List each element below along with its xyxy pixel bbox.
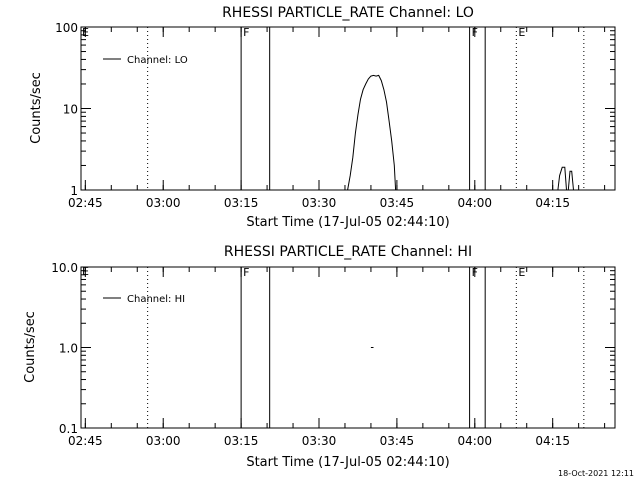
chart-panel-lo: RHESSI PARTICLE_RATE Channel: LO Counts/… bbox=[29, 5, 616, 230]
y-tick-label: 10.0 bbox=[51, 261, 78, 275]
legend-label: Channel: HI bbox=[127, 294, 185, 305]
plot-frame bbox=[80, 266, 616, 429]
chart-panel-hi: RHESSI PARTICLE_RATE Channel: HI Counts/… bbox=[23, 244, 616, 470]
x-tick-label: 04:15 bbox=[535, 434, 570, 448]
data-series-line bbox=[567, 170, 574, 191]
x-axis-label: Start Time (17-Jul-05 02:44:10) bbox=[246, 215, 449, 230]
x-tick-label: 04:00 bbox=[457, 196, 492, 210]
chart-title: RHESSI PARTICLE_RATE Channel: HI bbox=[224, 244, 472, 260]
marker-flag-label: F bbox=[243, 26, 249, 39]
x-tick-label: 02:45 bbox=[68, 434, 103, 448]
y-tick-label: 1 bbox=[70, 184, 78, 198]
footer-timestamp: 18-Oct-2021 12:11 bbox=[558, 469, 634, 478]
y-tick-label: 100 bbox=[55, 21, 78, 35]
marker-flag-label: F bbox=[472, 266, 478, 279]
marker-flag-label: E bbox=[518, 266, 525, 279]
x-tick-label: 04:15 bbox=[535, 196, 570, 210]
x-tick-label: 04:00 bbox=[457, 434, 492, 448]
y-tick-label: 10 bbox=[63, 103, 78, 117]
x-tick-label: 03:45 bbox=[380, 434, 415, 448]
x-tick-label: 03:15 bbox=[224, 196, 259, 210]
x-tick-label: 03:15 bbox=[224, 434, 259, 448]
marker-flag-label: F bbox=[472, 26, 478, 39]
x-axis-label: Start Time (17-Jul-05 02:44:10) bbox=[246, 455, 449, 470]
y-tick-label: 1.0 bbox=[59, 342, 78, 356]
x-tick-label: 03:00 bbox=[146, 196, 181, 210]
data-series-line bbox=[557, 166, 567, 191]
x-tick-label: 02:45 bbox=[68, 196, 103, 210]
marker-flag-label: F bbox=[243, 266, 249, 279]
legend-label: Channel: LO bbox=[127, 55, 188, 66]
data-series-line bbox=[347, 74, 397, 191]
y-axis-label: Counts/sec bbox=[23, 311, 38, 383]
x-tick-label: 03:30 bbox=[302, 196, 337, 210]
x-tick-label: 03:30 bbox=[302, 434, 337, 448]
chart-title: RHESSI PARTICLE_RATE Channel: LO bbox=[222, 5, 474, 21]
x-tick-label: 03:00 bbox=[146, 434, 181, 448]
y-axis-label: Counts/sec bbox=[29, 72, 44, 144]
y-tick-label: 0.1 bbox=[59, 422, 78, 436]
x-tick-label: 03:45 bbox=[380, 196, 415, 210]
marker-flag-label: E bbox=[518, 26, 525, 39]
plot-frame bbox=[80, 26, 616, 191]
